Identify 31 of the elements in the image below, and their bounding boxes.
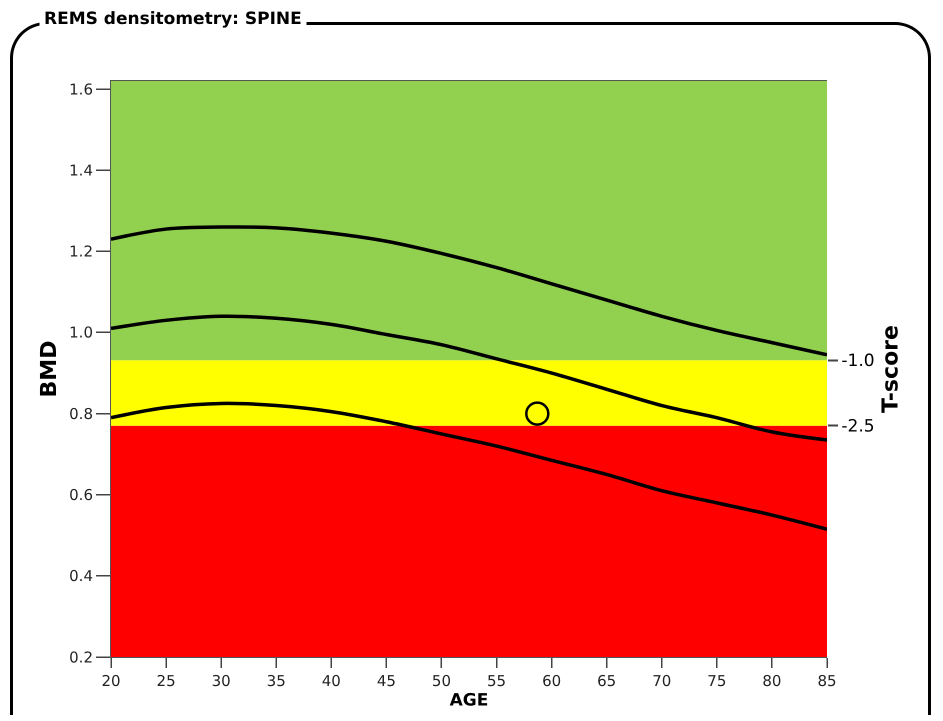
y2-axis-title: T-score [878, 325, 904, 413]
y-tick-label: 0.4 [69, 567, 93, 586]
y2-tick-label: -1.0 [841, 351, 875, 372]
x-tick-label: 20 [101, 672, 121, 690]
x-tick-label: 35 [266, 672, 286, 690]
x-tick-label: 55 [486, 672, 506, 690]
x-tick-label: 65 [597, 672, 616, 690]
x-tick-label: 70 [652, 672, 672, 690]
y-tick-label: 1.6 [69, 80, 93, 98]
y-tick-label: 1.4 [69, 161, 93, 180]
x-tick-label: 85 [817, 672, 837, 690]
x-tick-label: 60 [542, 672, 562, 690]
x-tick-label: 50 [432, 672, 452, 690]
x-tick-label: 80 [762, 672, 782, 690]
x-axis-title: AGE [450, 690, 488, 710]
y-tick-label: 1.2 [69, 242, 93, 261]
y-axis-title: BMD [36, 340, 62, 398]
y-tick-label: 0.8 [69, 404, 93, 423]
x-tick-label: 25 [156, 672, 176, 690]
x-tick-label: 45 [376, 672, 396, 690]
line-series [111, 225, 827, 357]
x-tick-label: 30 [212, 672, 231, 690]
chart-title: REMS densitometry: SPINE [44, 9, 302, 29]
y2-tick-label: -2.5 [841, 416, 875, 437]
line-series [111, 402, 827, 531]
line-series [111, 314, 827, 442]
y-tick-label: 1.0 [69, 324, 93, 342]
y-tick-label: 0.6 [69, 486, 93, 504]
x-tick-label: 40 [322, 672, 341, 690]
y-tick-label: 0.2 [69, 648, 93, 666]
x-tick-label: 75 [707, 672, 726, 690]
